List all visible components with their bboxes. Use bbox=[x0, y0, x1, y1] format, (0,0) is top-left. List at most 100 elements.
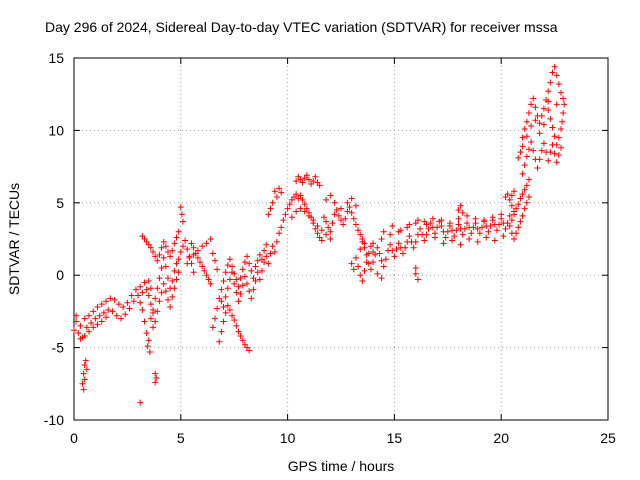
data-point bbox=[406, 233, 413, 240]
data-point bbox=[224, 262, 231, 269]
data-point bbox=[517, 218, 524, 225]
data-point bbox=[378, 275, 385, 282]
data-point bbox=[190, 244, 197, 251]
data-point bbox=[555, 152, 562, 159]
data-point bbox=[169, 293, 176, 300]
data-point bbox=[449, 237, 456, 244]
data-point bbox=[493, 227, 500, 234]
data-point bbox=[540, 105, 547, 112]
data-point bbox=[237, 291, 244, 298]
data-point bbox=[323, 196, 330, 203]
data-point bbox=[410, 244, 417, 251]
data-point bbox=[335, 212, 342, 219]
data-point bbox=[511, 188, 518, 195]
data-point bbox=[297, 205, 304, 212]
data-point bbox=[340, 221, 347, 228]
data-point bbox=[455, 207, 462, 214]
data-point bbox=[233, 289, 240, 296]
data-point bbox=[344, 199, 351, 206]
data-point bbox=[150, 309, 157, 316]
data-point bbox=[137, 283, 144, 290]
data-point bbox=[77, 335, 84, 342]
data-point bbox=[88, 319, 95, 326]
data-point bbox=[442, 234, 449, 241]
data-point bbox=[457, 202, 464, 209]
data-point bbox=[271, 188, 278, 195]
data-point bbox=[314, 230, 321, 237]
data-point bbox=[239, 282, 246, 289]
data-point bbox=[80, 370, 87, 377]
data-point bbox=[489, 214, 496, 221]
data-point bbox=[171, 267, 178, 274]
data-point bbox=[414, 276, 421, 283]
data-point bbox=[158, 244, 165, 251]
data-point bbox=[188, 240, 195, 247]
data-point bbox=[105, 306, 112, 313]
x-tick-label: 5 bbox=[177, 430, 185, 446]
data-point bbox=[506, 196, 513, 203]
data-point bbox=[521, 162, 528, 169]
data-point bbox=[521, 125, 528, 132]
data-point bbox=[222, 309, 229, 316]
data-point bbox=[525, 176, 532, 183]
data-point bbox=[137, 299, 144, 306]
data-point bbox=[558, 125, 565, 132]
data-point bbox=[346, 204, 353, 211]
data-point bbox=[258, 267, 265, 274]
data-point bbox=[85, 312, 92, 319]
data-point bbox=[553, 101, 560, 108]
data-point bbox=[318, 227, 325, 234]
data-point bbox=[209, 250, 216, 257]
data-point bbox=[380, 228, 387, 235]
data-point bbox=[444, 228, 451, 235]
data-point bbox=[464, 220, 471, 227]
data-point bbox=[132, 286, 139, 293]
data-point bbox=[399, 250, 406, 257]
data-point bbox=[297, 192, 304, 199]
data-point bbox=[412, 264, 419, 271]
data-point bbox=[530, 95, 537, 102]
data-point bbox=[389, 247, 396, 254]
data-point bbox=[549, 69, 556, 76]
data-point bbox=[169, 277, 176, 284]
data-point bbox=[406, 221, 413, 228]
data-point bbox=[254, 269, 261, 276]
data-point bbox=[500, 233, 507, 240]
data-point bbox=[220, 277, 227, 284]
data-point bbox=[538, 112, 545, 119]
data-point bbox=[77, 322, 84, 329]
data-point bbox=[327, 192, 334, 199]
data-point bbox=[184, 260, 191, 267]
data-point bbox=[107, 295, 114, 302]
x-tick-label: 10 bbox=[280, 430, 296, 446]
data-point bbox=[273, 238, 280, 245]
data-point bbox=[248, 267, 255, 274]
data-point bbox=[464, 212, 471, 219]
data-point bbox=[325, 224, 332, 231]
data-point bbox=[357, 246, 364, 253]
data-point bbox=[231, 317, 238, 324]
data-point bbox=[229, 263, 236, 270]
data-point bbox=[135, 292, 142, 299]
data-point bbox=[143, 286, 150, 293]
data-point bbox=[158, 289, 165, 296]
data-point bbox=[517, 149, 524, 156]
x-tick-label: 0 bbox=[70, 430, 78, 446]
data-point bbox=[534, 165, 541, 172]
data-point bbox=[278, 189, 285, 196]
data-point bbox=[175, 228, 182, 235]
data-point bbox=[506, 212, 513, 219]
data-point bbox=[515, 154, 522, 161]
data-point bbox=[246, 288, 253, 295]
data-point bbox=[164, 296, 171, 303]
data-point bbox=[519, 134, 526, 141]
data-point bbox=[73, 312, 80, 319]
data-point bbox=[177, 204, 184, 211]
data-point bbox=[502, 225, 509, 232]
data-point bbox=[536, 130, 543, 137]
data-point bbox=[470, 224, 477, 231]
data-point bbox=[197, 259, 204, 266]
data-point bbox=[327, 236, 334, 242]
data-point bbox=[241, 273, 248, 280]
data-point bbox=[519, 143, 526, 150]
